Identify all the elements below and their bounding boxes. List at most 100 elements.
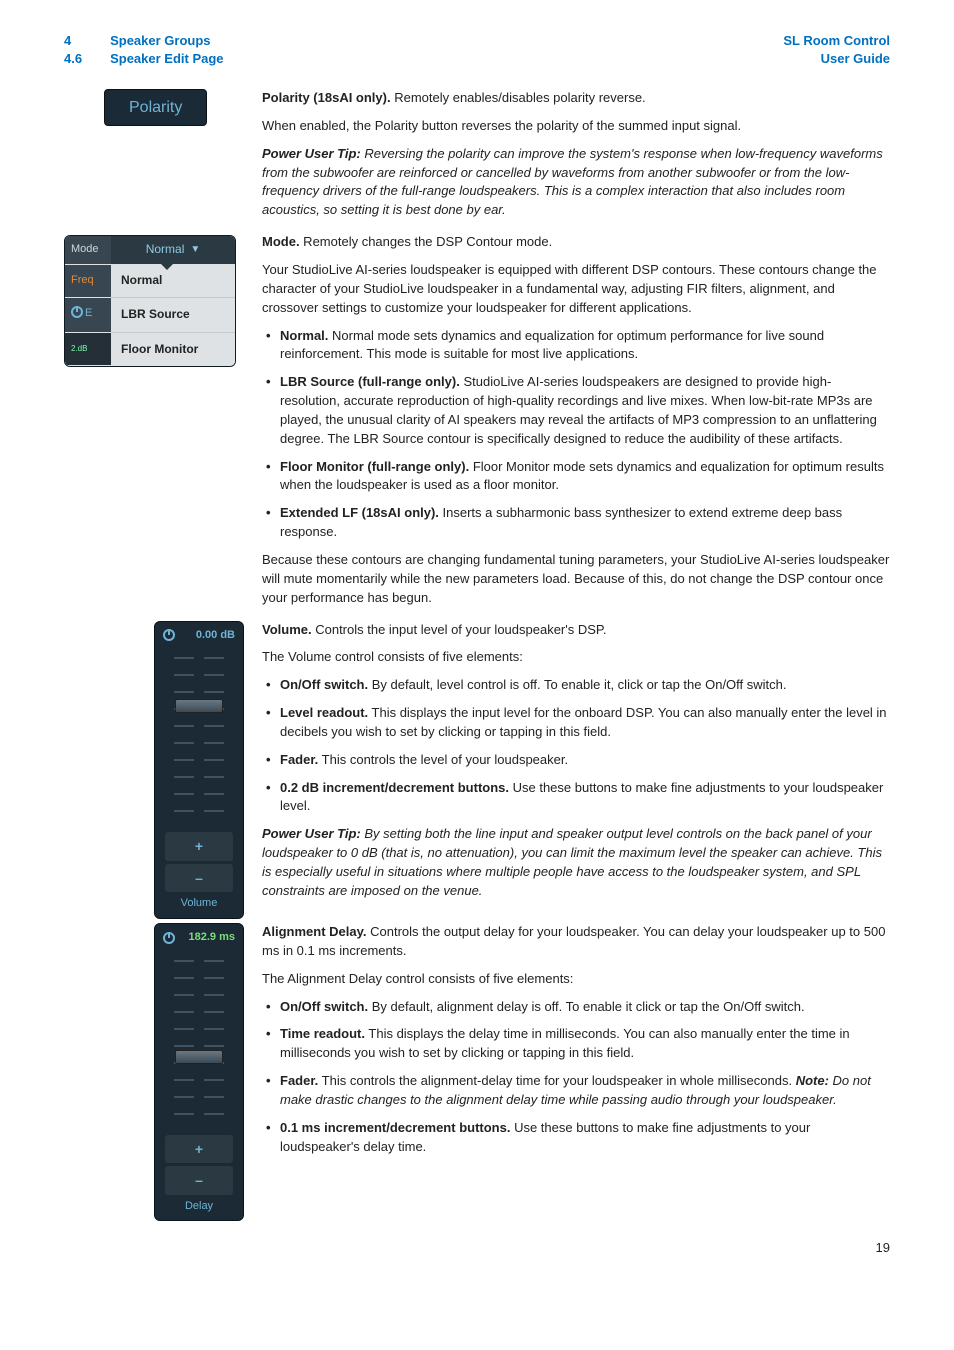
delay-b2-bold: Time readout. [280, 1026, 365, 1041]
delay-b3: Fader. This controls the alignment-delay… [262, 1072, 890, 1110]
mode-section: Mode Normal ▼ Freq Normal E LBR Source 2… [64, 233, 890, 616]
polarity-tip-label: Power User Tip: [262, 146, 361, 161]
polarity-text: Polarity (18sAI only). Remotely enables/… [262, 89, 890, 229]
header-right: SL Room Control User Guide [783, 32, 890, 67]
section-num-1: 4 [64, 32, 82, 50]
delay-b3-bold: Fader. [280, 1073, 318, 1088]
delay-heading: Alignment Delay. Controls the output del… [262, 923, 890, 961]
power-icon [163, 629, 175, 641]
mode-b1-bold: Normal. [280, 328, 328, 343]
volume-plus-button: + [165, 832, 233, 860]
mode-p1: Your StudioLive AI-series loudspeaker is… [262, 261, 890, 318]
volume-b1-rest: By default, level control is off. To ena… [368, 677, 786, 692]
delay-plus-button: + [165, 1135, 233, 1163]
volume-b3-bold: Fader. [280, 752, 318, 767]
polarity-tip: Power User Tip: Reversing the polarity c… [262, 145, 890, 220]
volume-b2: Level readout. This displays the input l… [262, 704, 890, 742]
delay-section: 182.9 ms + – Delay Alignment Delay. Cont… [64, 923, 890, 1221]
delay-name: Delay [159, 1195, 239, 1215]
mode-b4-bold: Extended LF (18sAI only). [280, 505, 439, 520]
delay-b4: 0.1 ms increment/decrement buttons. Use … [262, 1119, 890, 1157]
mode-dropdown-figure: Mode Normal ▼ Freq Normal E LBR Source 2… [64, 235, 236, 367]
volume-heading: Volume. Controls the input level of your… [262, 621, 890, 640]
volume-h-bold: Volume. [262, 622, 312, 637]
mode-h-bold: Mode. [262, 234, 300, 249]
mode-selected-row: Mode Normal ▼ [65, 236, 235, 264]
volume-b1: On/Off switch. By default, level control… [262, 676, 890, 695]
mode-option-row: Freq Normal [65, 264, 235, 297]
mode-heading: Mode. Remotely changes the DSP Contour m… [262, 233, 890, 252]
mode-row-label-freq: Freq [65, 265, 111, 297]
delay-top: 182.9 ms [159, 928, 239, 950]
power-icon [163, 932, 175, 944]
volume-text: Volume. Controls the input level of your… [262, 621, 890, 919]
delay-b1: On/Off switch. By default, alignment del… [262, 998, 890, 1017]
mode-h-rest: Remotely changes the DSP Contour mode. [300, 234, 553, 249]
mode-p2: Because these contours are changing fund… [262, 551, 890, 608]
mode-text: Mode. Remotely changes the DSP Contour m… [262, 233, 890, 616]
delay-b3-note-label: Note: [796, 1073, 829, 1088]
volume-slider-figure: 0.00 dB + – Volume [154, 621, 244, 919]
volume-ticks [170, 651, 228, 826]
volume-b4-bold: 0.2 dB increment/decrement buttons. [280, 780, 509, 795]
mode-options-list: Freq Normal E LBR Source 2.dB Floor Moni… [65, 264, 235, 366]
mode-b1-rest: Normal mode sets dynamics and equalizati… [280, 328, 824, 362]
delay-minus-button: – [165, 1166, 233, 1194]
polarity-section: Polarity Polarity (18sAI only). Remotely… [64, 89, 890, 229]
delay-bullets: On/Off switch. By default, alignment del… [262, 998, 890, 1157]
mode-option-row: 2.dB Floor Monitor [65, 332, 235, 366]
polarity-figure-col: Polarity [64, 89, 244, 229]
volume-b4: 0.2 dB increment/decrement buttons. Use … [262, 779, 890, 817]
volume-minus-button: – [165, 864, 233, 892]
mode-db-tiny: 2.dB [71, 344, 87, 353]
mode-b2-bold: LBR Source (full-range only). [280, 374, 460, 389]
volume-fader-knob [175, 699, 223, 713]
polarity-p1: Polarity (18sAI only). Remotely enables/… [262, 89, 890, 108]
mode-e-letter: E [85, 307, 92, 319]
mode-bullets: Normal. Normal mode sets dynamics and eq… [262, 327, 890, 542]
delay-fader-knob [175, 1050, 223, 1064]
volume-track [159, 651, 239, 826]
mode-b4: Extended LF (18sAI only). Inserts a subh… [262, 504, 890, 542]
delay-p1: The Alignment Delay control consists of … [262, 970, 890, 989]
volume-b2-rest: This displays the input level for the on… [280, 705, 887, 739]
delay-readout: 182.9 ms [189, 930, 235, 946]
delay-track [159, 954, 239, 1129]
volume-b1-bold: On/Off switch. [280, 677, 368, 692]
power-icon [71, 306, 83, 324]
volume-top: 0.00 dB [159, 626, 239, 648]
volume-bullets: On/Off switch. By default, level control… [262, 676, 890, 816]
section-title-2: Speaker Edit Page [110, 50, 223, 68]
delay-b2: Time readout. This displays the delay ti… [262, 1025, 890, 1063]
mode-b3-bold: Floor Monitor (full-range only). [280, 459, 469, 474]
mode-row-label-e: E [65, 298, 111, 332]
polarity-p1-bold: Polarity (18sAI only). [262, 90, 391, 105]
mode-b2: LBR Source (full-range only). StudioLive… [262, 373, 890, 448]
volume-section: 0.00 dB + – Volume Volume. Controls the … [64, 621, 890, 919]
polarity-pill: Polarity [104, 89, 207, 126]
delay-ticks [170, 954, 228, 1129]
volume-b3-rest: This controls the level of your loudspea… [318, 752, 568, 767]
delay-b3-rest: This controls the alignment-delay time f… [318, 1073, 795, 1088]
delay-b1-bold: On/Off switch. [280, 999, 368, 1014]
polarity-p2: When enabled, the Polarity button revers… [262, 117, 890, 136]
delay-b2-rest: This displays the delay time in millisec… [280, 1026, 850, 1060]
chevron-down-icon: ▼ [190, 243, 200, 258]
mode-figure-col: Mode Normal ▼ Freq Normal E LBR Source 2… [64, 233, 244, 616]
mode-option-lbr: LBR Source [111, 297, 235, 331]
volume-name: Volume [159, 892, 239, 912]
volume-b2-bold: Level readout. [280, 705, 368, 720]
page-number: 19 [64, 1239, 890, 1258]
section-title-1: Speaker Groups [110, 32, 223, 50]
volume-tip-label: Power User Tip: [262, 826, 361, 841]
volume-tip: Power User Tip: By setting both the line… [262, 825, 890, 900]
delay-h-bold: Alignment Delay. [262, 924, 367, 939]
volume-b3: Fader. This controls the level of your l… [262, 751, 890, 770]
volume-h-rest: Controls the input level of your loudspe… [312, 622, 607, 637]
delay-figure-col: 182.9 ms + – Delay [64, 923, 244, 1221]
doc-title: SL Room Control [783, 32, 890, 50]
delay-b4-bold: 0.1 ms increment/decrement buttons. [280, 1120, 510, 1135]
mode-option-floor: Floor Monitor [111, 332, 235, 366]
page-header: 4 4.6 Speaker Groups Speaker Edit Page S… [64, 32, 890, 67]
section-titles: Speaker Groups Speaker Edit Page [110, 32, 223, 67]
